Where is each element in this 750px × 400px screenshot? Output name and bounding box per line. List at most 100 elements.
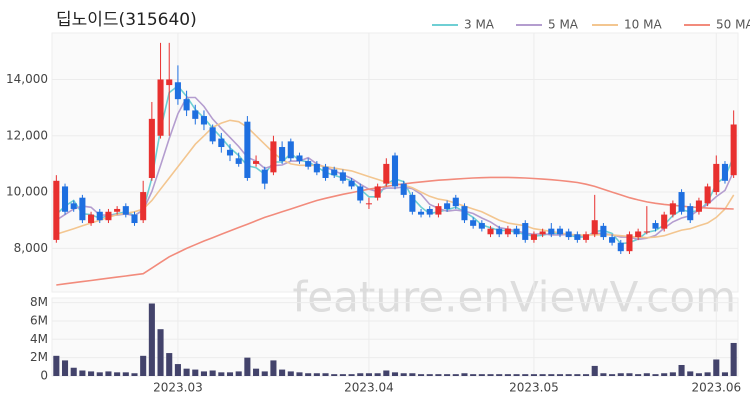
volume-bar	[166, 353, 173, 376]
candle-body	[200, 116, 208, 125]
x-tick-label: 2023.04	[344, 381, 394, 395]
candle-body	[426, 208, 433, 215]
candle-body	[574, 234, 581, 240]
volume-bar	[61, 360, 69, 376]
volume-bar	[200, 371, 208, 376]
candle-body	[226, 149, 234, 156]
volume-bar	[88, 371, 95, 376]
candle-body	[183, 99, 190, 111]
volume-bar	[131, 373, 138, 376]
candle-body	[721, 163, 729, 181]
candle-body	[418, 211, 425, 215]
candle-body	[253, 161, 260, 164]
volume-bar	[296, 372, 303, 376]
candle-body	[305, 161, 312, 167]
volume-tick-label: 0	[40, 369, 48, 383]
candle-body	[192, 110, 199, 119]
volume-bar	[122, 372, 129, 376]
volume-bar	[609, 374, 616, 376]
candle-body	[522, 223, 529, 240]
candle-body	[235, 158, 242, 164]
candle-body	[244, 121, 251, 178]
volume-bar	[331, 374, 338, 376]
volume-bar	[730, 342, 737, 376]
volume-bar	[365, 373, 372, 376]
x-tick-label: 2023.03	[153, 381, 203, 395]
volume-bar	[235, 371, 242, 376]
candle-body	[643, 231, 650, 233]
candle-body	[652, 223, 659, 229]
candle-body	[365, 203, 372, 205]
candle-body	[261, 169, 268, 184]
volume-bar	[70, 367, 77, 376]
volume-bar	[626, 373, 633, 376]
volume-bar	[322, 373, 329, 376]
volume-bar	[574, 374, 581, 376]
candle-body	[513, 228, 520, 235]
candle-body	[695, 200, 702, 212]
volume-bar	[53, 355, 60, 376]
candle-body	[452, 197, 459, 207]
volume-bar	[253, 368, 260, 376]
volume-bar	[391, 372, 399, 376]
candle-body	[600, 225, 607, 238]
volume-bar	[244, 357, 251, 376]
candle-body	[444, 203, 451, 209]
volume-bar	[600, 373, 607, 376]
volume-bar	[635, 374, 642, 376]
candle-body	[122, 206, 129, 215]
candle-body	[487, 228, 494, 235]
candle-body	[730, 124, 737, 176]
volume-bar	[96, 372, 103, 376]
volume-bar	[539, 374, 546, 376]
volume-bar	[548, 374, 555, 376]
candle-body	[279, 147, 286, 162]
candle-body	[617, 242, 624, 252]
candle-body	[157, 79, 164, 136]
volume-bar	[522, 374, 529, 376]
volume-bar	[565, 374, 572, 376]
volume-bar	[209, 370, 216, 376]
candle-body	[409, 194, 416, 212]
volume-bar	[721, 372, 729, 376]
y-tick-label: 8,000	[14, 241, 48, 255]
candle-body	[96, 211, 103, 221]
volume-bar	[218, 372, 225, 376]
volume-bar	[678, 364, 685, 376]
volume-bar	[496, 374, 503, 376]
volume-bar	[513, 374, 520, 376]
volume-bar	[695, 373, 702, 376]
candle-body	[461, 206, 468, 221]
volume-bar	[444, 374, 451, 376]
y-tick-label: 14,000	[6, 72, 48, 86]
candle-body	[539, 231, 546, 235]
volume-bar	[461, 373, 468, 376]
candle-body	[435, 206, 442, 215]
legend-label: 10 MA	[624, 18, 662, 32]
candle-body	[626, 234, 633, 252]
volume-bar	[400, 373, 407, 376]
candle-body	[661, 214, 668, 229]
candle-body	[565, 231, 572, 238]
volume-bar	[357, 373, 364, 376]
volume-bar	[192, 369, 199, 376]
x-tick-label: 2023.06	[691, 381, 741, 395]
candle-body	[530, 234, 537, 240]
volume-bar	[79, 370, 86, 376]
candle-body	[209, 127, 216, 142]
volume-bar	[426, 374, 433, 376]
volume-bar	[435, 374, 442, 376]
volume-bar	[174, 364, 181, 376]
candle-body	[496, 228, 503, 235]
volume-bar	[279, 369, 286, 376]
candle-body	[635, 231, 642, 238]
volume-bar	[652, 374, 659, 376]
candle-body	[70, 203, 77, 209]
volume-bar	[713, 359, 720, 376]
candle-body	[713, 163, 720, 193]
candle-body	[582, 234, 590, 240]
volume-bar	[418, 374, 425, 376]
candle-body	[704, 186, 711, 204]
volume-bar	[383, 370, 390, 376]
